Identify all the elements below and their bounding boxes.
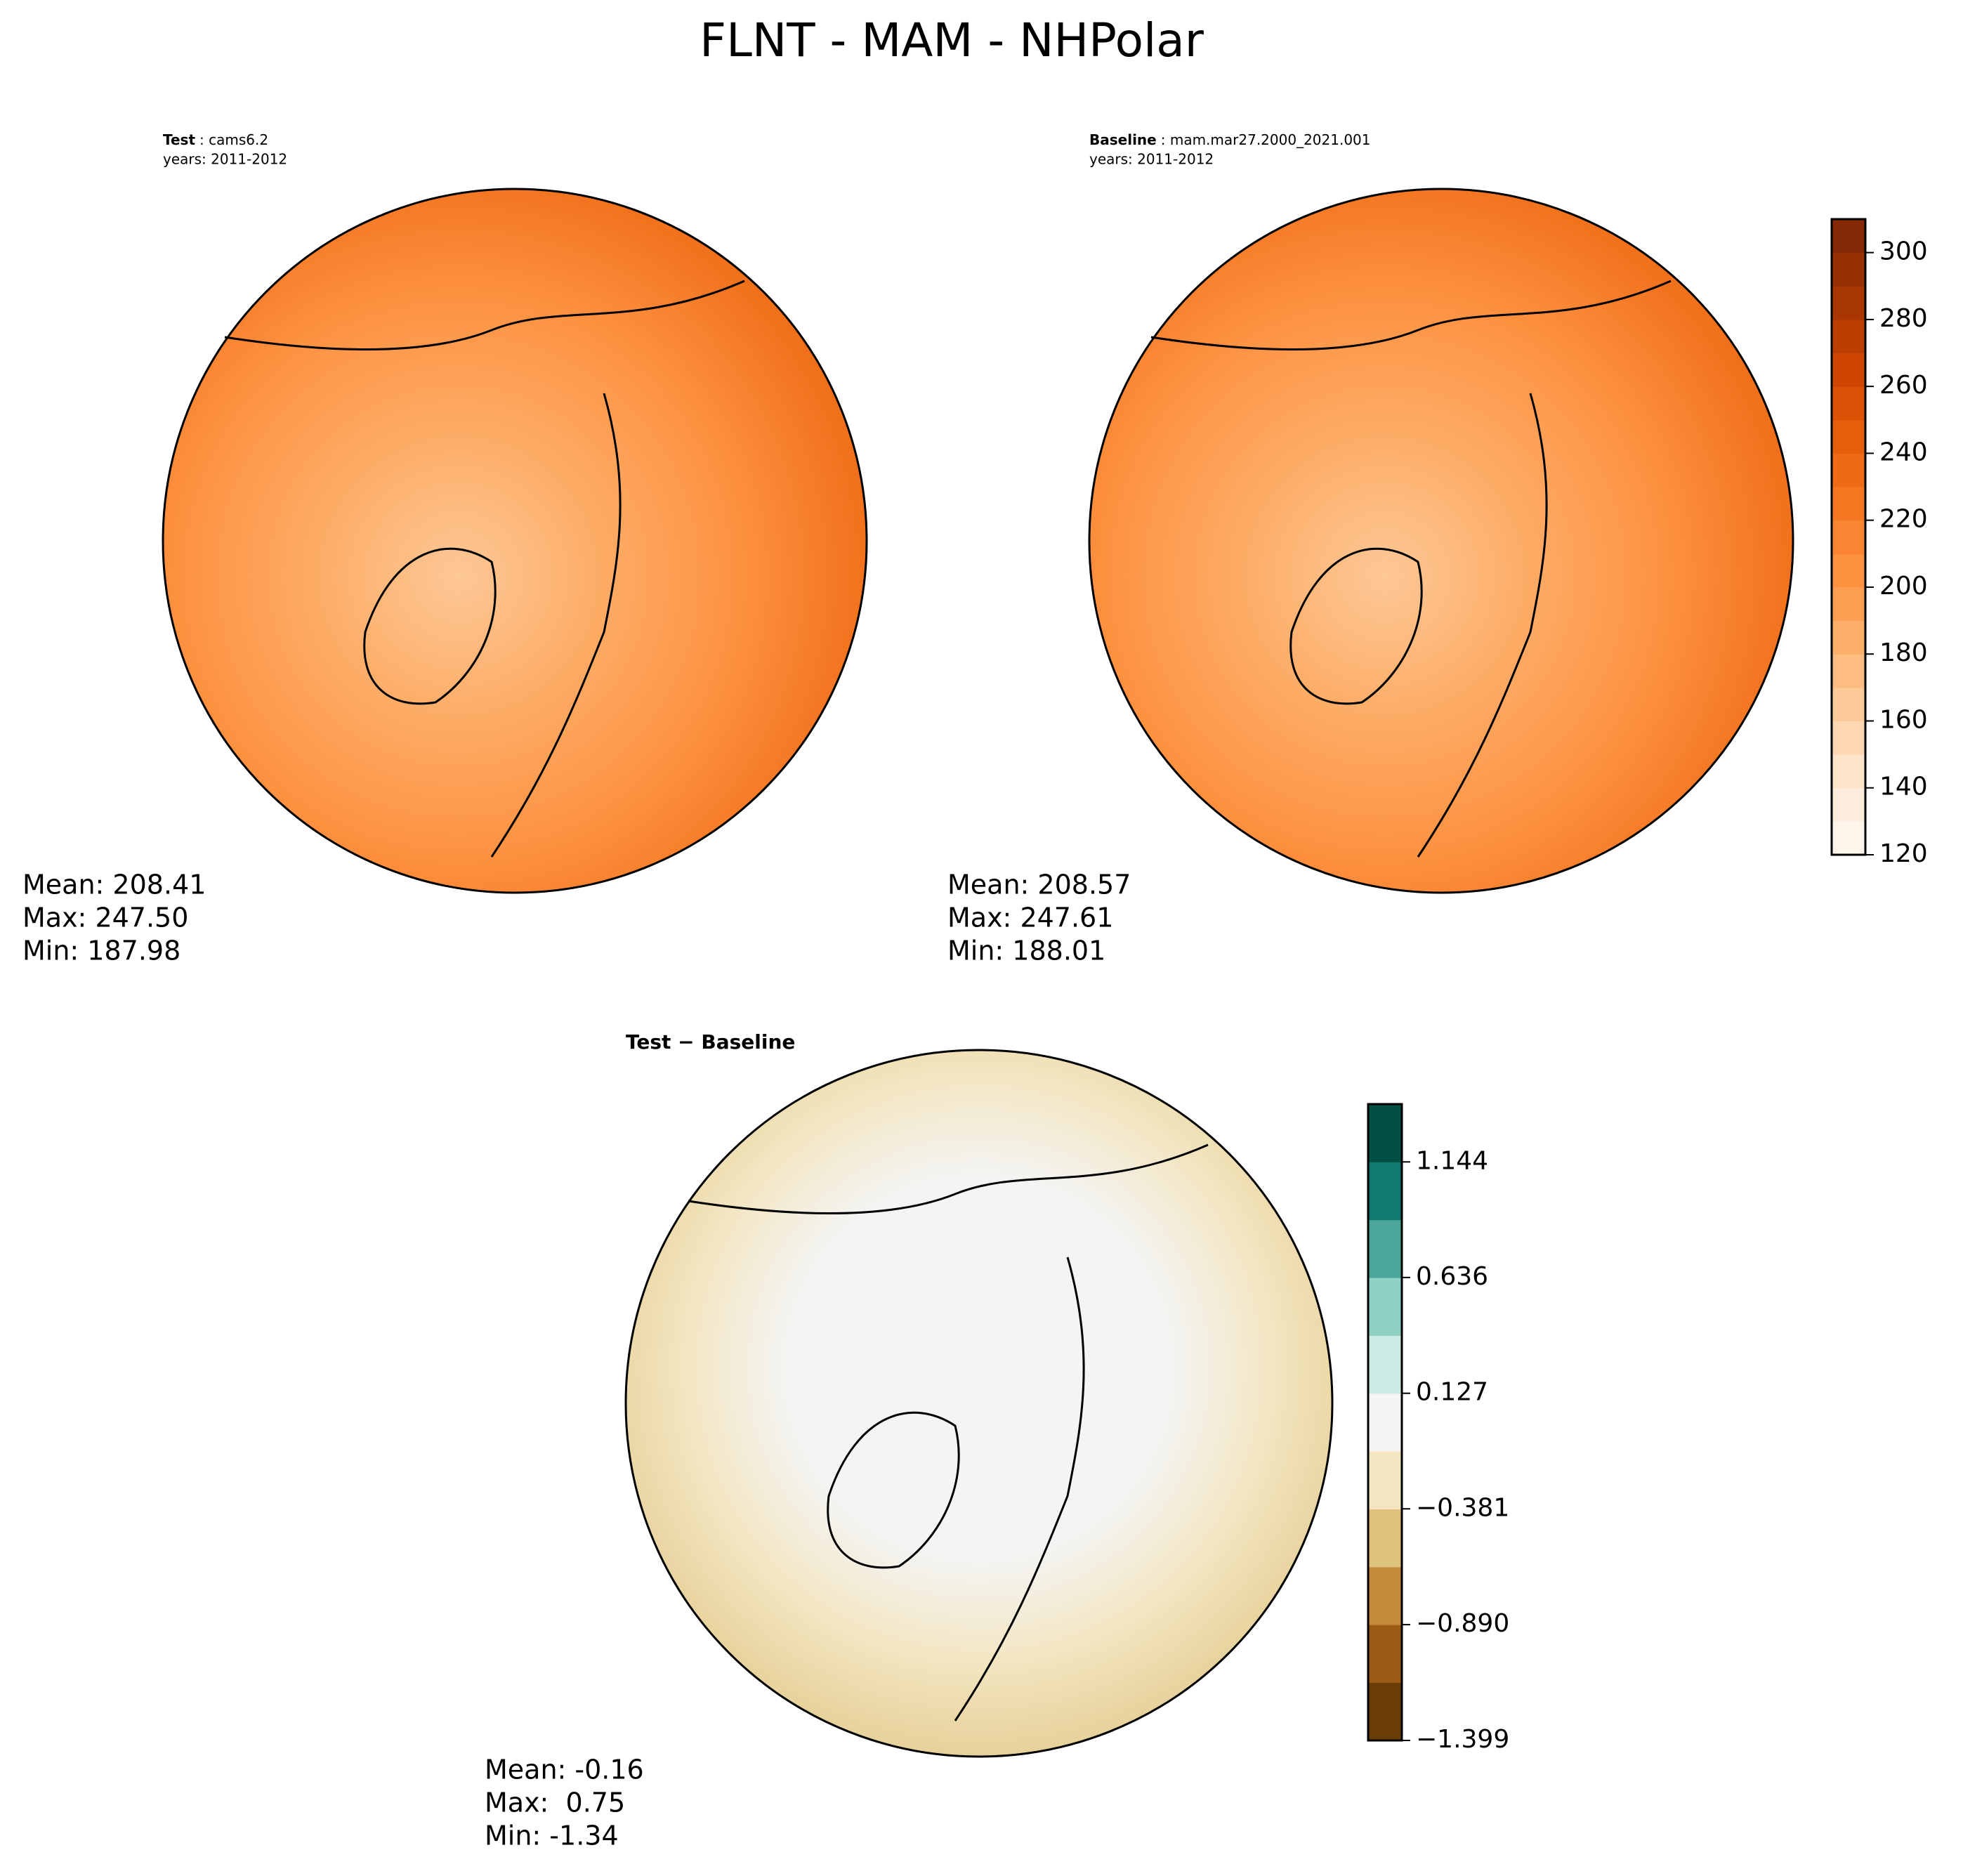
colorbar-band — [1832, 787, 1865, 822]
map-panel — [1088, 188, 1794, 894]
colorbar-tick-label: 120 — [1879, 839, 1928, 868]
stat-text: Min: 187.98 — [22, 936, 180, 966]
panel-years: years: 2011-2012 — [163, 151, 287, 168]
panel-years: years: 2011-2012 — [1089, 151, 1214, 168]
colorbar-tick-label: 300 — [1879, 237, 1928, 266]
colorbar-band — [1832, 654, 1865, 688]
colorbar-band — [1368, 1335, 1402, 1394]
colorbar-tick-label: 0.127 — [1416, 1378, 1488, 1407]
panel-subtitle: Test: cams6.2 — [163, 131, 268, 148]
colorbar-band — [1832, 419, 1865, 454]
colorbar-band — [1832, 319, 1865, 354]
colorbar-band — [1832, 487, 1865, 521]
stat-text: Min: 188.01 — [947, 936, 1105, 966]
coastline — [688, 1143, 1209, 1214]
colorbar-band — [1832, 586, 1865, 622]
colorbar-tick-label: −1.399 — [1416, 1725, 1509, 1754]
stat-text: Max: 247.50 — [22, 903, 188, 933]
colorbar-tick-label: 240 — [1879, 438, 1928, 466]
colorbar-band — [1832, 754, 1865, 789]
colorbar-band — [1832, 286, 1865, 320]
colorbar-tick-label: 180 — [1879, 638, 1928, 667]
colorbar-band — [1368, 1393, 1402, 1452]
colorbar-band — [1832, 620, 1865, 655]
case-name: : mam.mar27.2000_2021.001 — [1161, 131, 1371, 148]
colorbar-tick-label: 0.636 — [1416, 1262, 1488, 1291]
coastline — [1289, 547, 1423, 705]
panel-subtitle: Test − Baseline — [626, 1030, 795, 1054]
stat-text: Max: 0.75 — [485, 1788, 625, 1818]
stat-text: Max: 247.61 — [947, 903, 1113, 933]
colorbar-band — [1832, 721, 1865, 755]
map-field — [1088, 188, 1794, 894]
colorbar-band — [1368, 1509, 1402, 1568]
colorbar-tick-label: 220 — [1879, 505, 1928, 534]
colorbar-band — [1832, 821, 1865, 855]
colorbar-tick-label: −0.381 — [1416, 1493, 1509, 1522]
case-label: Baseline — [1089, 131, 1157, 148]
coastline — [490, 393, 622, 858]
colorbar-band — [1832, 353, 1865, 387]
map-panel — [624, 1049, 1334, 1758]
map-field — [624, 1049, 1334, 1758]
colorbar-frame — [1830, 218, 1867, 856]
panel-subtitle: Baseline: mam.mar27.2000_2021.001 — [1089, 131, 1371, 148]
colorbar-tick-label: 160 — [1879, 705, 1928, 734]
colorbar-band — [1832, 553, 1865, 588]
map-panel — [162, 188, 868, 894]
colorbar-tick-label: 280 — [1879, 304, 1928, 333]
stat-text: Mean: 208.41 — [22, 870, 206, 900]
colorbar-band — [1832, 219, 1865, 254]
figure-title: FLNT - MAM - NHPolar — [700, 13, 1204, 67]
coastline — [1150, 280, 1672, 350]
colorbar-band — [1832, 520, 1865, 554]
colorbar-band — [1368, 1162, 1402, 1221]
coastline — [363, 547, 497, 705]
coastline — [1417, 393, 1548, 858]
colorbar-band — [1368, 1451, 1402, 1510]
colorbar-band — [1832, 252, 1865, 287]
colorbar-band — [1368, 1278, 1402, 1336]
coastline — [827, 1411, 960, 1569]
colorbar-band — [1368, 1104, 1402, 1162]
case-label: Test — [163, 131, 195, 148]
colorbar-band — [1832, 687, 1865, 721]
colorbar-tick-label: −0.890 — [1416, 1609, 1509, 1638]
colorbar-frame — [1367, 1103, 1403, 1742]
coastline — [954, 1257, 1085, 1721]
colorbar-tick-label: 200 — [1879, 572, 1928, 601]
colorbar-band — [1832, 386, 1865, 421]
stat-text: Mean: 208.57 — [947, 870, 1131, 900]
stat-text: Min: -1.34 — [485, 1821, 619, 1851]
map-field — [162, 188, 868, 894]
coastline — [224, 280, 745, 350]
colorbar-band — [1368, 1625, 1402, 1684]
stat-text: Mean: -0.16 — [485, 1754, 644, 1785]
colorbar-band — [1368, 1566, 1402, 1625]
case-name: : cams6.2 — [199, 131, 268, 148]
colorbar-tick-label: 140 — [1879, 773, 1928, 801]
colorbar-tick-label: 1.144 — [1416, 1146, 1488, 1175]
colorbar-band — [1832, 453, 1865, 487]
colorbar-band — [1368, 1682, 1402, 1741]
colorbar-tick-label: 260 — [1879, 371, 1928, 400]
colorbar-band — [1368, 1219, 1402, 1278]
